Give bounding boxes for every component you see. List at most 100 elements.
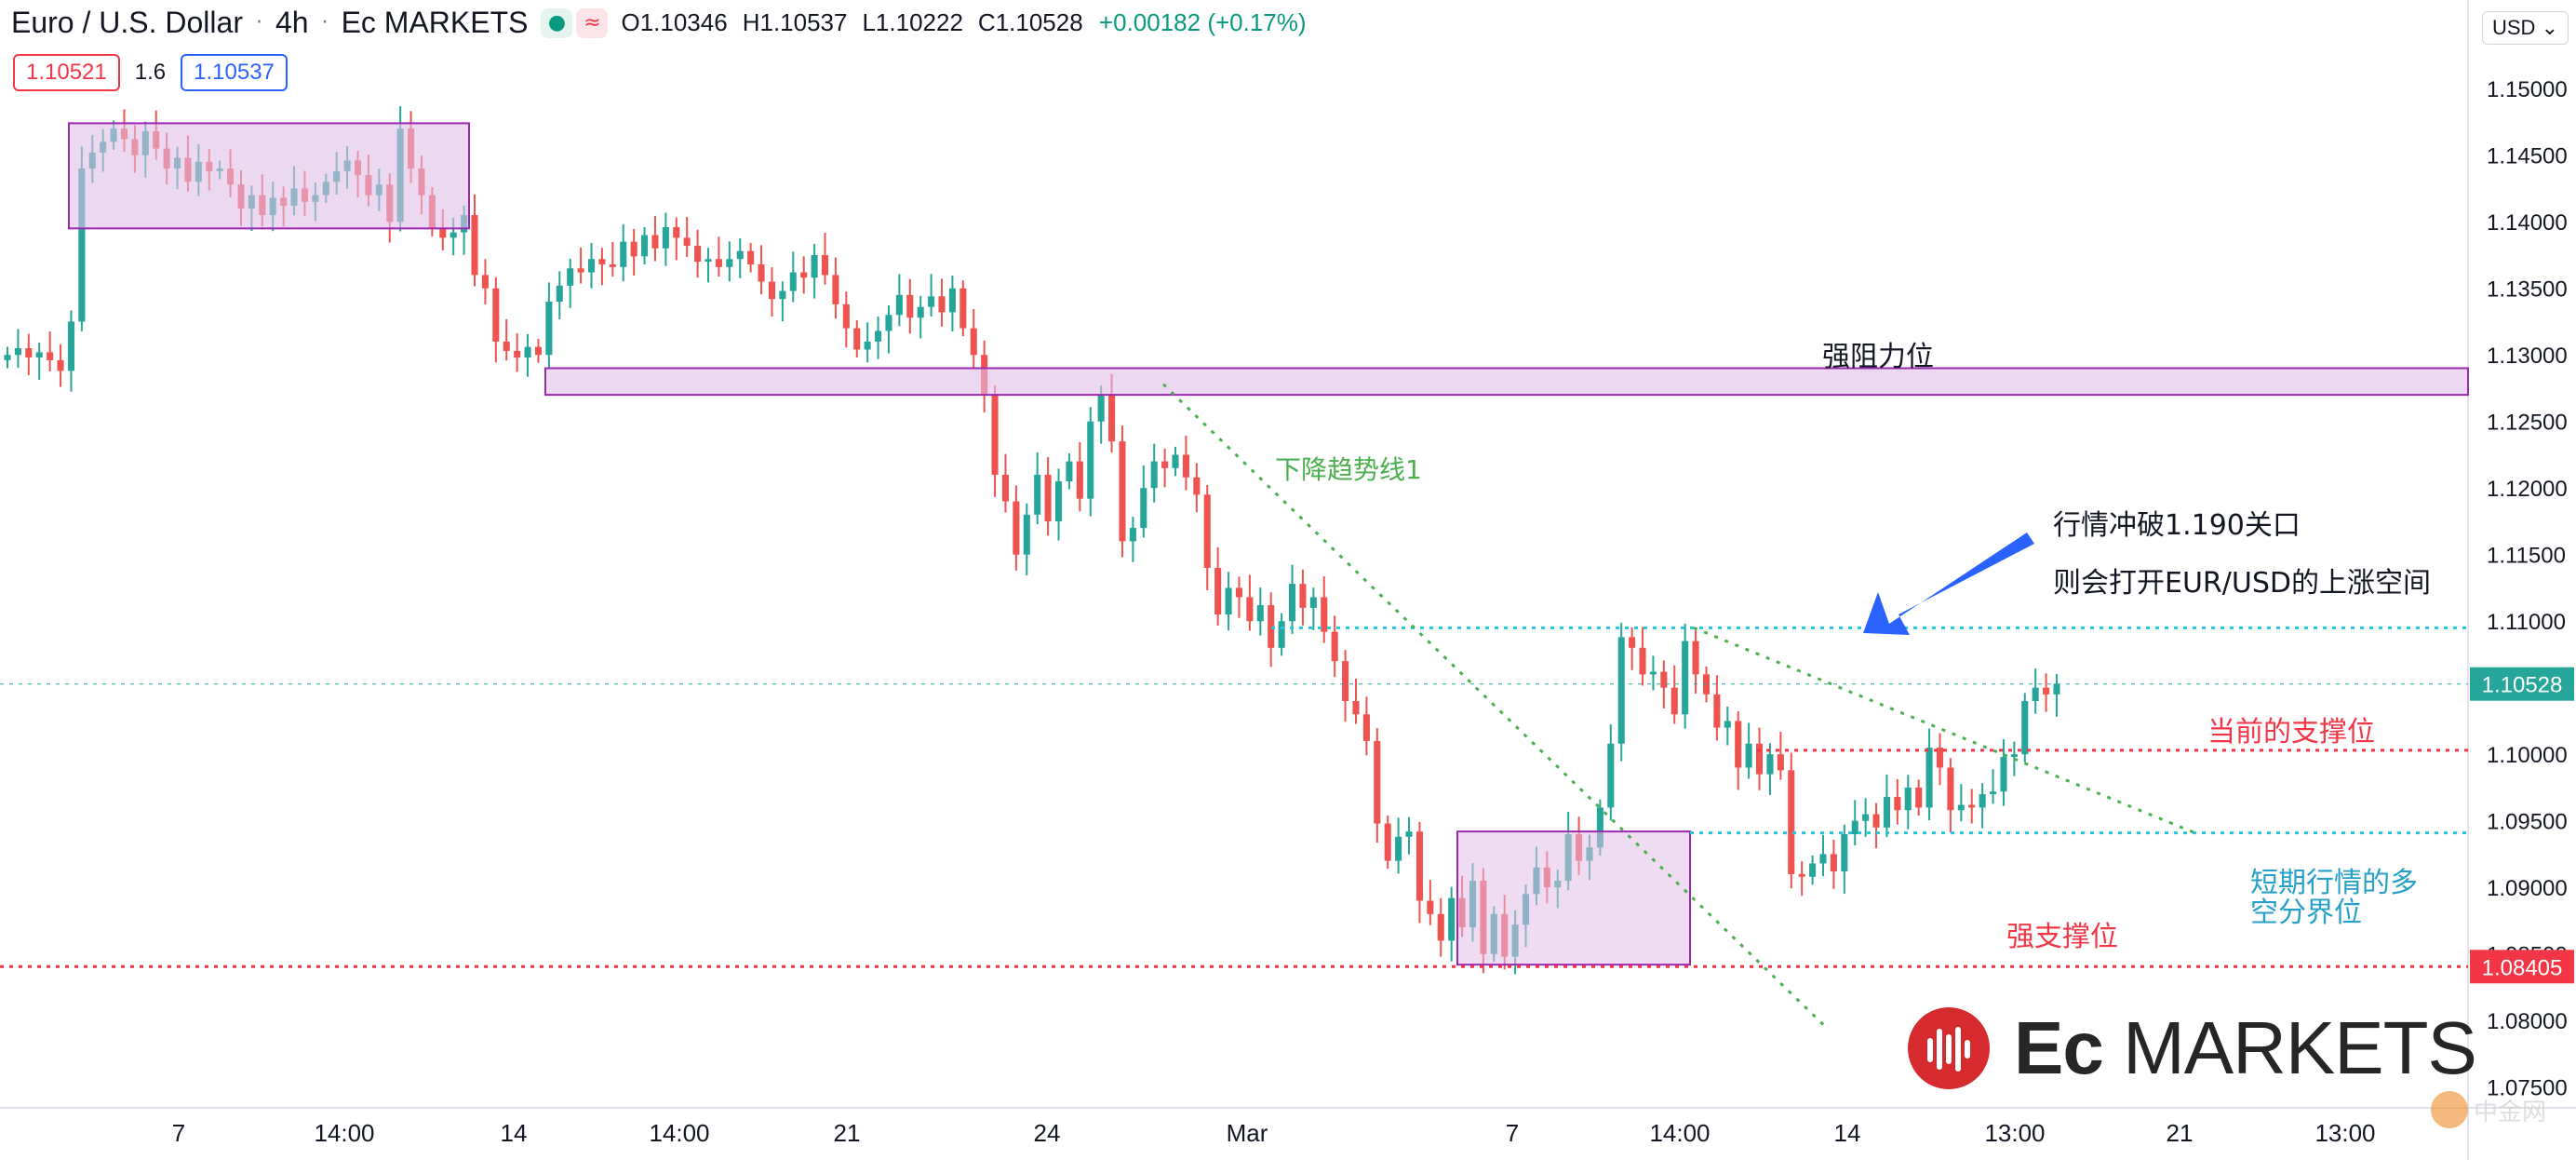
ohlc-values: O1.10346 H1.10537 L1.10222 C1.10528 +0.0018… <box>621 8 1306 37</box>
candle-body <box>853 328 861 350</box>
candle-body <box>991 395 999 475</box>
candle-body <box>970 328 977 356</box>
candle-body <box>1405 831 1413 837</box>
candle-body <box>1872 814 1880 828</box>
watermark-logo-icon <box>2431 1091 2468 1128</box>
candle-body <box>1013 501 1020 555</box>
candle-body <box>1321 597 1328 632</box>
candle-body <box>1607 743 1615 808</box>
price-tick-label: 1.11000 <box>2487 610 2566 635</box>
price-tick-label: 1.14000 <box>2487 210 2568 236</box>
wave-icon[interactable]: ≈ <box>576 7 609 38</box>
price-tick-label: 1.07500 <box>2487 1076 2568 1101</box>
candle-body <box>1225 587 1232 615</box>
candle-body <box>587 259 596 273</box>
downtrend-line-1 <box>1161 383 1828 1029</box>
candle-body <box>1034 474 1041 515</box>
candle-body <box>1268 605 1275 648</box>
time-tick-label: 14:00 <box>649 1119 709 1147</box>
time-tick-label: 21 <box>834 1119 861 1147</box>
candle-body <box>832 275 839 304</box>
candle-body <box>726 259 733 267</box>
breakout-note-line1: 行情冲破1.190关口 <box>2053 509 2301 542</box>
candle-body <box>1745 743 1752 768</box>
time-tick-label: Mar <box>1227 1119 1268 1147</box>
market-status[interactable]: ● ≈ <box>541 7 609 38</box>
candle-body <box>1256 605 1264 622</box>
support-zone <box>1456 830 1691 966</box>
candle-body <box>1915 787 1923 808</box>
candle-body <box>1119 441 1126 542</box>
candle-body <box>673 226 680 238</box>
candle-body <box>1140 488 1147 529</box>
candle-body <box>4 355 11 360</box>
candle-body <box>471 215 478 276</box>
downtrend-line-2 <box>1693 626 2199 836</box>
candle-body <box>1936 748 1944 768</box>
candle-body <box>1288 584 1296 622</box>
candle-body <box>47 352 54 360</box>
candle-body <box>567 268 574 286</box>
chart-header: Euro / U.S. Dollar · 4h · Ec MARKETS ● ≈… <box>11 6 1307 40</box>
candle-body <box>1246 597 1254 622</box>
candle-body <box>35 352 43 358</box>
candle-body <box>758 263 765 282</box>
candle-body <box>1331 631 1338 662</box>
symbol-name[interactable]: Euro / U.S. Dollar <box>11 6 243 39</box>
candle-body <box>1809 863 1817 877</box>
candle-body <box>1278 621 1285 648</box>
short-term-text-line1: 短期行情的多 <box>2250 867 2418 899</box>
candle-body <box>1374 740 1381 824</box>
candle-body <box>768 281 776 300</box>
buy-price-button[interactable]: 1.10537 <box>181 54 288 91</box>
candle-body <box>875 330 882 342</box>
strong-support-text: 强支撑位 <box>2006 921 2118 953</box>
candle-body <box>25 348 33 358</box>
candle-body <box>1044 474 1052 521</box>
candle-body <box>439 228 447 238</box>
candle-body <box>683 237 691 246</box>
price-tick-label: 1.08000 <box>2487 1009 2568 1034</box>
time-tick-label: 14:00 <box>314 1119 374 1147</box>
breakout-note-line2: 则会打开EUR/USD的上涨空间 <box>2053 567 2431 600</box>
sell-price-button[interactable]: 1.10521 <box>13 54 120 91</box>
candle-body <box>503 341 510 351</box>
interval-label[interactable]: 4h <box>275 6 309 39</box>
candle-body <box>1692 641 1699 675</box>
candle-body <box>1193 477 1201 495</box>
candle-body <box>1968 804 1976 808</box>
price-tick-label: 1.15000 <box>2487 77 2568 102</box>
candle-body <box>1342 661 1349 701</box>
candle-body <box>1830 854 1837 872</box>
candle-body <box>1596 807 1603 848</box>
candle-body <box>1883 796 1890 828</box>
price-tick-label: 1.09000 <box>2487 876 2568 901</box>
logo-mark-icon <box>1908 1007 1990 1089</box>
time-tick-label: 14 <box>1834 1119 1861 1147</box>
currency-dropdown[interactable]: USD ⌄ <box>2482 11 2569 45</box>
price-tick-label: 1.11500 <box>2487 544 2566 569</box>
candle-body <box>2053 683 2060 695</box>
candle-body <box>938 296 946 313</box>
candle-body <box>821 254 829 276</box>
candle-body <box>1670 687 1678 715</box>
candle-body <box>1947 767 1954 811</box>
candle-body <box>1925 748 1933 808</box>
candle-body <box>1756 743 1764 775</box>
time-tick-label: 24 <box>1034 1119 1061 1147</box>
candle-body <box>1384 823 1391 861</box>
candle-body <box>715 259 722 267</box>
consolidation-zone-top <box>68 122 470 230</box>
separator-dot: · <box>255 11 262 34</box>
price-tick-label: 1.09500 <box>2487 810 2568 835</box>
candle-body <box>641 235 649 257</box>
change-value: +0.00182 (+0.17%) <box>1098 8 1307 36</box>
candle-body <box>492 288 500 342</box>
candle-body <box>2010 754 2018 758</box>
candle-body <box>928 296 935 307</box>
candle-body <box>1862 814 1870 821</box>
candle-body <box>1639 647 1646 675</box>
market-open-icon[interactable]: ● <box>541 7 573 38</box>
candle-body <box>1894 796 1901 811</box>
